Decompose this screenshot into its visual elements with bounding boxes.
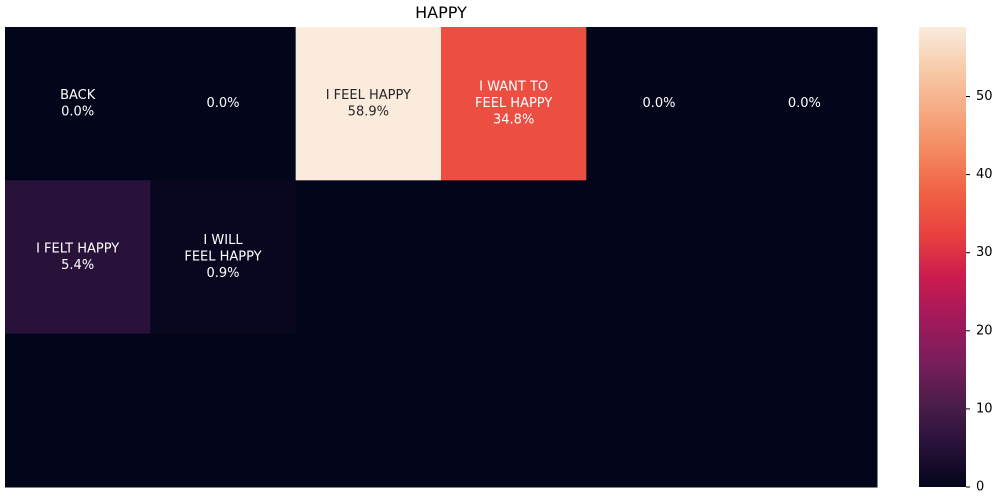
cell-text-label: FEEL HAPPY [475, 96, 552, 111]
cell-text-label: I WILL [203, 233, 243, 248]
cell-percent-label: 34.8% [493, 113, 534, 128]
colorbar-tick-label: 0 [976, 480, 984, 495]
heatmap-cell [441, 180, 587, 335]
heatmap-cell [5, 333, 151, 488]
heatmap-cell [586, 180, 733, 335]
cell-percent-label: 0.0% [206, 96, 239, 111]
heatmap-cell [586, 333, 733, 488]
heatmap-cell [586, 27, 733, 181]
heatmap-cell [150, 180, 297, 335]
heatmap-cell [295, 333, 442, 488]
heatmap-cell [150, 27, 297, 181]
cell-percent-label: 58.9% [348, 104, 389, 119]
heatmap-cell [731, 180, 878, 335]
cell-percent-label: 0.9% [206, 266, 239, 281]
heatmap-cell [441, 333, 587, 488]
cell-percent-label: 0.0% [788, 96, 821, 111]
chart-title: HAPPY [415, 3, 467, 22]
heatmap-cell [731, 27, 878, 181]
heatmap-cell [5, 27, 151, 181]
colorbar-tick-label: 50 [976, 89, 993, 104]
heatmap-cell [295, 180, 442, 335]
cell-percent-label: 5.4% [61, 258, 94, 273]
colorbar-tick-label: 30 [976, 245, 993, 260]
cell-text-label: BACK [60, 88, 96, 103]
colorbar: 0 10 20 30 40 50 [919, 27, 993, 495]
colorbar-gradient [919, 27, 966, 487]
colorbar-tick-label: 20 [976, 323, 993, 338]
heatmap-cell [441, 27, 587, 181]
heatmap-cell [5, 180, 151, 335]
colorbar-tick-label: 40 [976, 167, 993, 182]
heatmap-cell [295, 27, 442, 181]
cell-text-label: I WANT TO [479, 80, 548, 95]
colorbar-tick-label: 10 [976, 401, 993, 416]
cell-text-label: I FELT HAPPY [36, 241, 119, 256]
heatmap-cell [150, 333, 297, 488]
cell-percent-label: 0.0% [642, 96, 675, 111]
heatmap-cell [731, 333, 878, 488]
cell-text-label: FEEL HAPPY [184, 250, 261, 265]
cell-text-label: I FEEL HAPPY [326, 88, 411, 103]
cell-percent-label: 0.0% [61, 104, 94, 119]
